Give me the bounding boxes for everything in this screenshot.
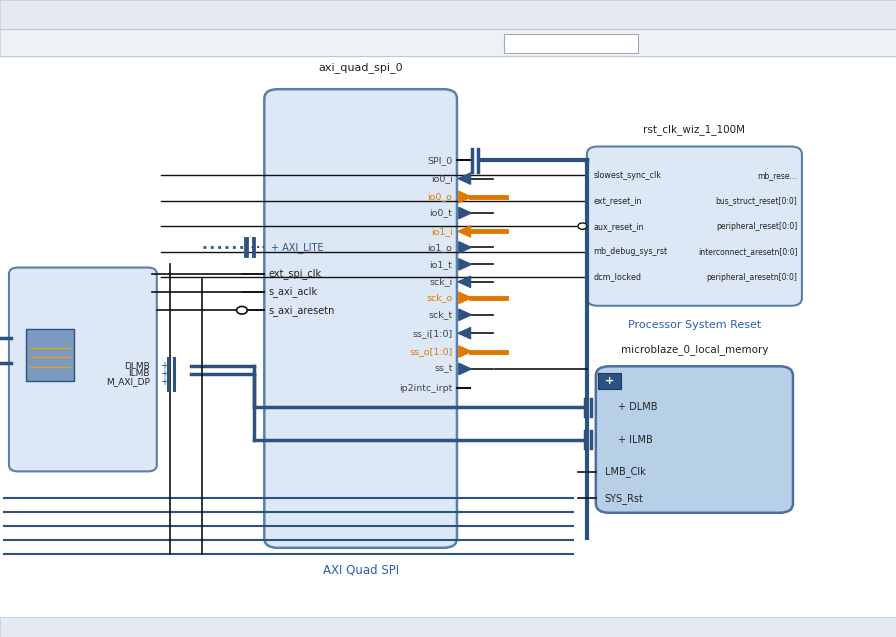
Text: ip2intc_irpt: ip2intc_irpt: [399, 383, 452, 393]
Polygon shape: [459, 363, 471, 375]
Text: io1_t: io1_t: [429, 260, 452, 269]
Text: ×: ×: [90, 10, 99, 20]
Text: +: +: [160, 361, 168, 371]
Text: ⊞: ⊞: [80, 38, 89, 47]
Polygon shape: [459, 207, 471, 219]
FancyBboxPatch shape: [26, 329, 74, 382]
Text: bus_struct_reset[0:0]: bus_struct_reset[0:0]: [716, 196, 797, 205]
Text: axi_quad_spi_0: axi_quad_spi_0: [318, 62, 403, 73]
Text: +: +: [285, 38, 292, 47]
Polygon shape: [458, 276, 470, 288]
Text: io0_t: io0_t: [429, 208, 452, 217]
Text: +: +: [160, 369, 168, 379]
Text: sck_t: sck_t: [428, 310, 452, 319]
Text: Address Editor: Address Editor: [143, 10, 220, 20]
FancyBboxPatch shape: [0, 56, 896, 637]
Text: ILMB: ILMB: [128, 369, 150, 378]
Text: ⊖: ⊖: [46, 38, 55, 47]
Text: ss_o[1:0]: ss_o[1:0]: [409, 347, 452, 356]
FancyBboxPatch shape: [504, 34, 638, 53]
Text: io0_o: io0_o: [427, 192, 452, 201]
Text: Diagram: Diagram: [20, 10, 70, 20]
Text: sck_o: sck_o: [426, 294, 452, 303]
Text: ss_t: ss_t: [434, 364, 452, 373]
Text: SYS_Rst: SYS_Rst: [605, 492, 643, 504]
Text: AXI Quad SPI: AXI Quad SPI: [323, 564, 399, 576]
FancyBboxPatch shape: [0, 617, 896, 637]
Text: ↺: ↺: [148, 38, 157, 47]
Text: ☰ Default View: ☰ Default View: [518, 39, 587, 48]
Text: ⊟: ⊟: [114, 38, 123, 47]
Polygon shape: [459, 292, 471, 304]
Text: slowest_sync_clk: slowest_sync_clk: [593, 171, 661, 180]
Text: +: +: [605, 376, 614, 386]
Text: SPI_0: SPI_0: [427, 156, 452, 165]
Polygon shape: [458, 327, 470, 339]
FancyBboxPatch shape: [0, 0, 896, 29]
Polygon shape: [459, 259, 471, 270]
Text: s_axi_aresetn: s_axi_aresetn: [269, 304, 335, 316]
Text: mb_debug_sys_rst: mb_debug_sys_rst: [593, 247, 668, 256]
Polygon shape: [458, 173, 470, 185]
Circle shape: [237, 306, 247, 314]
Circle shape: [578, 223, 587, 229]
Text: M_AXI_DP: M_AXI_DP: [106, 377, 150, 386]
Text: ext_spi_clk: ext_spi_clk: [269, 269, 322, 280]
Text: + ILMB: + ILMB: [618, 434, 653, 445]
Text: io0_i: io0_i: [431, 174, 452, 183]
Text: io1_i: io1_i: [431, 227, 452, 236]
Text: Processor System Reset: Processor System Reset: [628, 320, 761, 330]
Text: ss_i[1:0]: ss_i[1:0]: [412, 329, 452, 338]
Polygon shape: [458, 225, 470, 237]
Text: MDM): MDM): [9, 622, 35, 631]
Polygon shape: [459, 241, 471, 254]
FancyBboxPatch shape: [587, 147, 802, 306]
Text: LMB_Clk: LMB_Clk: [605, 466, 645, 477]
Text: ⊕: ⊕: [318, 38, 327, 47]
FancyBboxPatch shape: [596, 366, 793, 513]
Polygon shape: [459, 346, 471, 357]
Text: ≡: ≡: [216, 38, 225, 47]
Text: dcm_locked: dcm_locked: [593, 273, 642, 282]
Text: ☑: ☑: [386, 38, 395, 47]
Text: ⇑: ⇑: [250, 38, 259, 47]
Text: Q: Q: [183, 38, 190, 47]
Text: +: +: [160, 376, 168, 387]
Text: peripheral_reset[0:0]: peripheral_reset[0:0]: [716, 222, 797, 231]
Polygon shape: [459, 191, 471, 203]
FancyBboxPatch shape: [264, 89, 457, 548]
Text: microblaze_0_local_memory: microblaze_0_local_memory: [621, 344, 768, 355]
Text: mb_rese…: mb_rese…: [757, 171, 797, 180]
Text: ⊕: ⊕: [12, 38, 21, 47]
Text: + AXI_LITE: + AXI_LITE: [271, 242, 324, 253]
Text: peripheral_aresetn[0:0]: peripheral_aresetn[0:0]: [707, 273, 797, 282]
FancyBboxPatch shape: [598, 373, 621, 389]
Text: ×: ×: [228, 10, 237, 20]
Text: + DLMB: + DLMB: [618, 403, 658, 412]
Text: io1_o: io1_o: [427, 243, 452, 252]
Text: sck_i: sck_i: [429, 277, 452, 286]
Text: interconnect_aresetn[0:0]: interconnect_aresetn[0:0]: [698, 247, 797, 256]
Text: ▾: ▾: [629, 38, 633, 48]
Text: DLMB: DLMB: [124, 362, 150, 371]
Text: rst_clk_wiz_1_100M: rst_clk_wiz_1_100M: [643, 124, 745, 135]
Text: s_axi_aclk: s_axi_aclk: [269, 287, 318, 297]
Text: ✎: ✎: [352, 38, 361, 47]
Polygon shape: [459, 309, 471, 320]
Text: ext_reset_in: ext_reset_in: [593, 196, 642, 205]
FancyBboxPatch shape: [9, 268, 157, 471]
FancyBboxPatch shape: [0, 29, 896, 56]
Text: aux_reset_in: aux_reset_in: [593, 222, 643, 231]
